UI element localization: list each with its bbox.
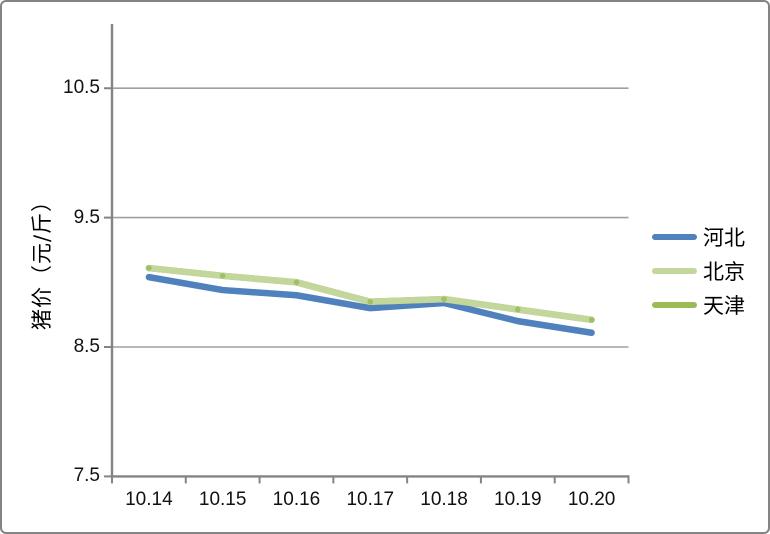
series-marker bbox=[515, 306, 521, 313]
y-tick-label: 7.5 bbox=[73, 465, 100, 487]
series-marker bbox=[441, 296, 447, 302]
series-line-2 bbox=[145, 264, 595, 324]
x-tick-label: 10.15 bbox=[198, 489, 247, 511]
legend-item: 北京 bbox=[652, 254, 745, 288]
legend-item: 河北 bbox=[652, 220, 745, 254]
x-tick-label: 10.20 bbox=[567, 489, 616, 511]
legend-label: 天津 bbox=[703, 294, 745, 318]
x-tick-label: 10.16 bbox=[272, 489, 321, 511]
x-tick-label: 10.14 bbox=[125, 489, 173, 511]
series-marker bbox=[367, 298, 374, 305]
series-marker bbox=[219, 273, 226, 279]
legend-swatch bbox=[652, 302, 697, 308]
series-marker bbox=[588, 317, 595, 323]
y-tick-label: 10.5 bbox=[63, 77, 100, 99]
y-tick-label: 9.5 bbox=[73, 206, 100, 228]
y-tick-label: 8.5 bbox=[73, 336, 100, 357]
series-marker bbox=[293, 279, 300, 286]
x-tick-label: 10.18 bbox=[420, 489, 468, 511]
legend-swatch bbox=[652, 234, 697, 240]
x-tick-label: 10.17 bbox=[346, 489, 395, 511]
x-tick-label: 10.19 bbox=[494, 489, 542, 511]
legend-label: 北京 bbox=[703, 260, 745, 284]
legend: 河北 北京 天津 bbox=[652, 220, 745, 322]
legend-label: 河北 bbox=[703, 226, 745, 250]
series-line-1 bbox=[145, 273, 595, 337]
legend-item: 天津 bbox=[652, 288, 745, 322]
series-marker bbox=[146, 265, 152, 271]
legend-swatch bbox=[652, 268, 697, 274]
